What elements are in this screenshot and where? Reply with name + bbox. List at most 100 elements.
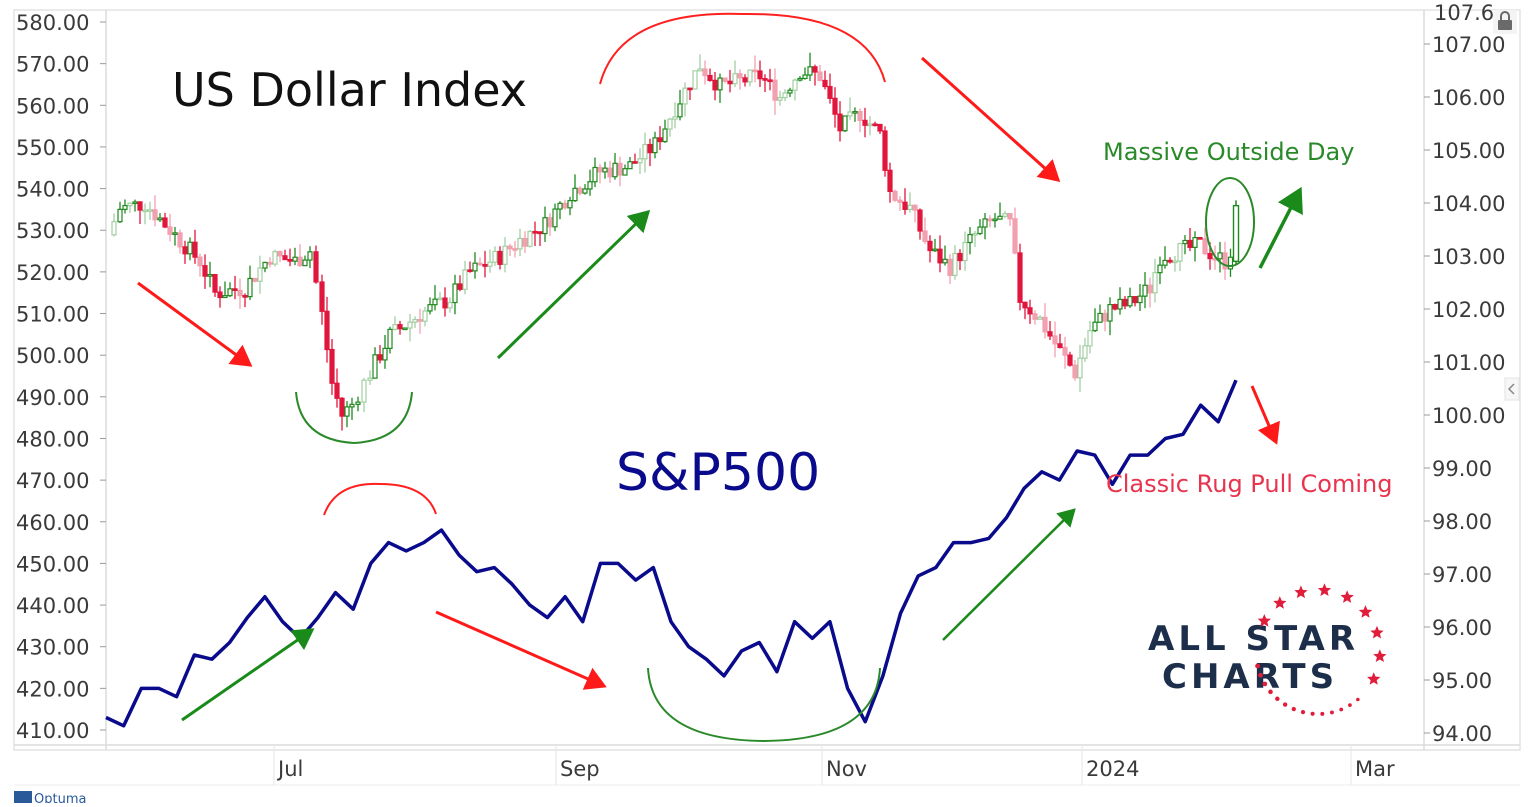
candle — [707, 68, 713, 82]
candle — [642, 132, 648, 173]
candle — [1172, 256, 1178, 272]
candle — [247, 265, 253, 301]
candle — [522, 231, 528, 253]
candle — [527, 230, 533, 248]
left-axis-tick-label: 570.00 — [16, 53, 89, 77]
annotation-arrows — [137, 56, 1303, 722]
candle — [827, 73, 833, 104]
annotation-arcs — [295, 12, 1255, 743]
candle — [907, 192, 913, 213]
candle — [1227, 248, 1234, 277]
candle — [647, 138, 653, 167]
candle — [662, 119, 668, 143]
candle — [902, 188, 908, 215]
right-axis-tick-label: 104.00 — [1432, 192, 1505, 216]
candle — [947, 254, 953, 285]
outside-day-ellipse — [1205, 177, 1255, 267]
candle — [922, 217, 928, 244]
plot-frame — [13, 9, 1521, 751]
chevron-left-icon[interactable] — [1504, 377, 1520, 401]
candle — [622, 164, 628, 176]
candle — [1082, 337, 1088, 362]
candle — [682, 82, 688, 117]
candle — [1077, 344, 1083, 393]
candle — [442, 287, 448, 317]
candle — [282, 249, 288, 261]
candle — [782, 89, 788, 102]
candle — [162, 212, 168, 229]
dxy-candlesticks — [111, 52, 1240, 431]
right-axis-tick-label: 103.00 — [1432, 245, 1505, 269]
candle — [1027, 299, 1033, 324]
candle — [832, 87, 838, 128]
lock-icon[interactable] — [1493, 10, 1517, 34]
candle — [1117, 287, 1123, 315]
candle — [572, 174, 578, 202]
right-axis-tick-label: 99.00 — [1432, 457, 1492, 481]
star-icon-ring — [1255, 583, 1387, 716]
candle — [567, 196, 573, 216]
logo-line-1: ALL STAR — [1148, 619, 1359, 659]
candle — [727, 70, 733, 93]
candle — [702, 60, 708, 85]
candle — [942, 245, 948, 266]
candle — [747, 69, 753, 87]
candle — [787, 87, 793, 98]
candle — [127, 202, 133, 213]
candle — [1157, 256, 1163, 285]
candle — [492, 246, 498, 266]
left-axis-tick-label: 450.00 — [16, 552, 89, 576]
candle — [987, 215, 993, 228]
candle — [562, 199, 568, 210]
candle — [502, 237, 508, 273]
candle — [292, 247, 298, 266]
candle — [1092, 308, 1098, 332]
candle — [1007, 213, 1013, 226]
candle — [1217, 241, 1223, 273]
candle — [217, 286, 223, 308]
right-axis-tick-label: 107.6 — [1434, 1, 1494, 25]
x-axis-tick-label: 2024 — [1086, 757, 1139, 781]
candle — [1037, 315, 1043, 320]
candle — [344, 401, 350, 428]
candle — [737, 69, 743, 90]
candle — [1132, 296, 1138, 307]
candle — [397, 320, 403, 335]
candle — [767, 68, 773, 91]
candle — [1147, 277, 1153, 308]
candle — [252, 277, 258, 283]
candle — [842, 115, 848, 133]
red-top-arc — [599, 12, 886, 85]
left-axis-tick-label: 500.00 — [16, 344, 89, 368]
left-axis-tick-label: 470.00 — [16, 469, 89, 493]
candle — [752, 55, 758, 83]
all-star-charts-logo: ALL STAR CHARTS — [1148, 583, 1387, 716]
candle — [387, 326, 393, 354]
right-axis-tick-label: 95.00 — [1432, 669, 1492, 693]
candle — [627, 156, 633, 170]
right-axis-tick-label: 102.00 — [1432, 298, 1505, 322]
candle — [1067, 351, 1073, 367]
right-y-axis: 107.6 107.00 106.00 105.00 104.00 103.00 102.0… — [1424, 1, 1505, 746]
candle — [319, 274, 325, 325]
candle — [957, 249, 963, 271]
candle — [697, 54, 703, 72]
candle — [297, 244, 303, 267]
rug-pull-label: Classic Rug Pull Coming — [1106, 470, 1392, 498]
red-arrow-down-icon — [137, 281, 253, 367]
candle — [927, 235, 933, 263]
left-axis-tick-label: 540.00 — [16, 178, 89, 202]
right-axis-tick-label: 97.00 — [1432, 563, 1492, 587]
candle — [887, 162, 893, 203]
candle — [152, 195, 158, 227]
candle — [457, 275, 463, 292]
candle — [992, 213, 998, 228]
candle — [1222, 241, 1228, 280]
candle — [1002, 210, 1008, 219]
green-bottom-arc — [295, 391, 413, 445]
candle — [1127, 287, 1133, 308]
candle — [652, 131, 658, 159]
candle — [262, 261, 268, 273]
